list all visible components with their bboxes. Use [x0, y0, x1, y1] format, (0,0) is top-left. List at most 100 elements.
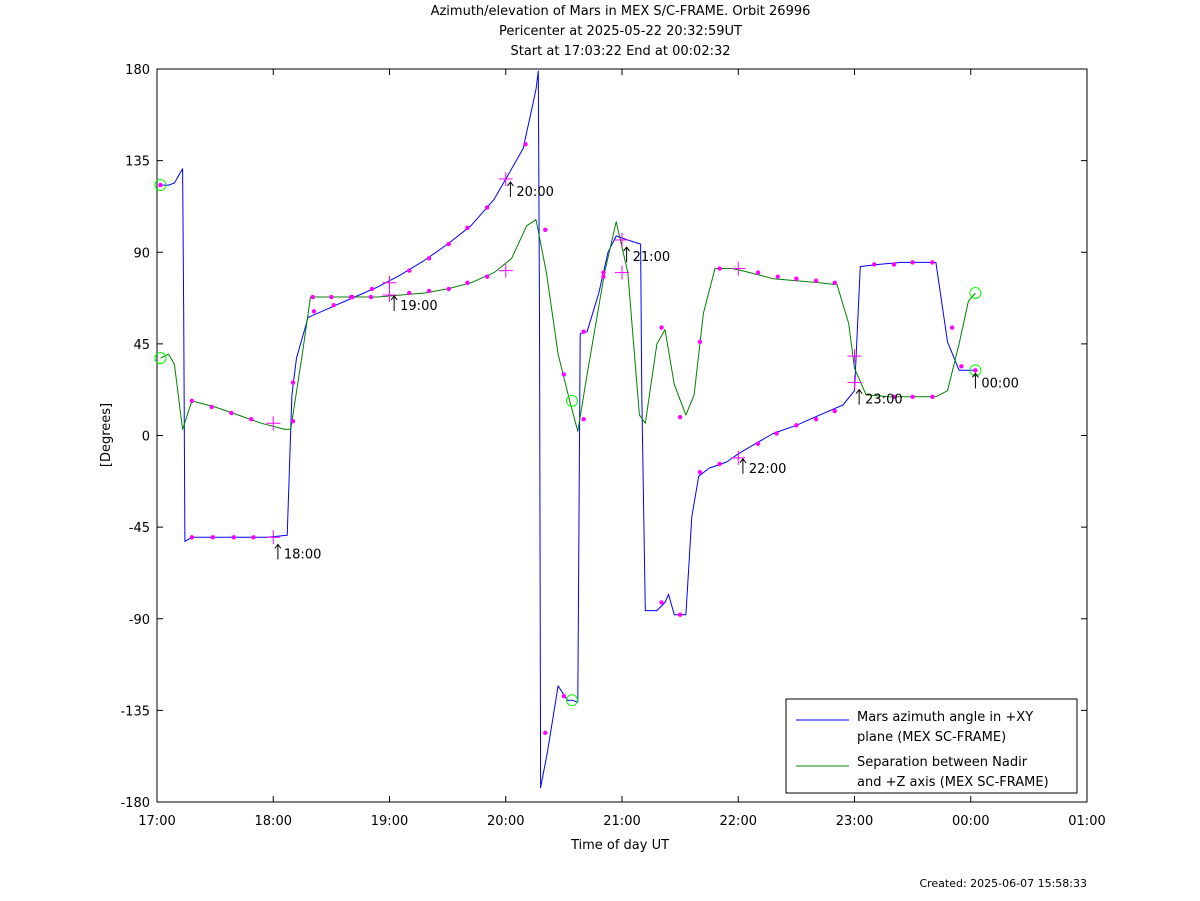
data-dot	[369, 286, 375, 292]
data-dot	[794, 423, 799, 428]
data-dot	[209, 404, 214, 410]
time-annotation-label: 23:00	[865, 393, 902, 408]
time-annotation-arrow	[623, 246, 631, 263]
data-dot	[158, 182, 163, 188]
data-dot	[484, 205, 490, 210]
data-dot	[331, 302, 336, 308]
y-tick-label: -90	[129, 613, 150, 628]
hour-cross-marker	[382, 275, 397, 290]
data-dot	[959, 364, 964, 369]
data-dot	[891, 262, 897, 267]
data-dot	[794, 276, 799, 281]
hour-cross-marker	[615, 265, 629, 280]
data-dot	[832, 280, 837, 285]
data-dot	[697, 339, 703, 345]
x-tick-label: 21:00	[603, 814, 640, 829]
time-annotation-arrow	[274, 543, 282, 560]
data-dot	[813, 278, 819, 283]
data-dot	[872, 262, 877, 267]
data-dot	[543, 730, 548, 735]
data-dot	[601, 274, 606, 279]
data-dot	[832, 408, 837, 414]
data-dot	[581, 417, 586, 422]
data-dot	[465, 280, 470, 285]
data-dot	[891, 394, 897, 400]
data-dot	[659, 325, 664, 330]
y-tick-label: -135	[120, 704, 150, 719]
y-axis-label: [Degrees]	[99, 403, 114, 467]
data-dot	[930, 260, 935, 265]
data-dot	[251, 535, 256, 540]
x-tick-label: 17:00	[138, 814, 175, 829]
data-dot	[407, 268, 412, 273]
y-tick-label: 0	[142, 430, 150, 445]
data-dot	[910, 394, 915, 400]
data-dot	[290, 380, 296, 385]
data-dot	[561, 693, 567, 699]
x-tick-label: 01:00	[1068, 814, 1105, 829]
data-dot	[189, 398, 195, 404]
data-dot	[348, 294, 354, 300]
data-dot	[813, 417, 819, 422]
data-dot	[717, 461, 722, 467]
hour-cross-marker	[731, 450, 746, 465]
x-tick-label: 20:00	[487, 814, 524, 829]
data-dot	[231, 535, 236, 540]
time-annotation-arrow	[390, 295, 398, 311]
x-tick-label: 18:00	[255, 814, 292, 829]
data-dot	[368, 294, 374, 300]
legend-label-azimuth-line-2: plane (MEX SC-FRAME)	[857, 730, 1006, 745]
hour-cross-marker	[382, 288, 397, 303]
data-dot	[910, 260, 915, 265]
chart-title-line-2: Pericenter at 2025-05-22 20:32:59UT	[498, 24, 742, 39]
data-dot	[248, 417, 254, 422]
data-dot	[311, 309, 317, 314]
data-dot	[543, 227, 548, 233]
data-dot	[755, 441, 761, 446]
endpoint-circle-marker	[154, 179, 167, 192]
data-dot	[523, 142, 528, 147]
legend: Mars azimuth angle in +XY plane (MEX SC-…	[785, 698, 1078, 794]
data-dot	[930, 394, 935, 400]
data-dot	[229, 410, 234, 416]
hour-cross-marker	[266, 530, 281, 545]
data-dot	[329, 294, 334, 300]
time-annotation-label: 18:00	[284, 547, 321, 562]
data-dot	[697, 469, 703, 475]
data-dot	[949, 325, 955, 330]
data-dot	[561, 372, 567, 377]
time-annotation-arrow	[507, 181, 514, 197]
data-dot	[775, 274, 780, 279]
data-dot	[310, 294, 315, 300]
data-dot	[426, 256, 432, 261]
data-dot	[677, 414, 683, 420]
time-annotation-arrow	[855, 388, 863, 405]
hour-cross-marker	[615, 233, 629, 248]
time-annotation-label: 22:00	[749, 462, 786, 477]
time-annotation-label: 19:00	[400, 299, 437, 314]
data-dot	[755, 270, 761, 275]
y-tick-label: -180	[120, 796, 150, 811]
x-tick-label: 19:00	[371, 814, 408, 829]
x-tick-label: 00:00	[952, 814, 989, 829]
legend-label-separation-line-1: Separation between Nadir	[857, 755, 1028, 770]
legend-label-azimuth-line-1: Mars azimuth angle in +XY	[857, 710, 1033, 725]
endpoint-circle-marker	[969, 286, 982, 299]
x-tick-label: 22:00	[720, 814, 757, 829]
series-line-separation	[160, 219, 976, 432]
hour-cross-marker	[847, 349, 862, 364]
x-tick-label: 23:00	[836, 814, 873, 829]
hour-cross-marker	[847, 375, 862, 390]
y-tick-label: 180	[125, 63, 150, 78]
data-dot	[210, 535, 215, 540]
y-tick-label: 45	[133, 338, 150, 353]
created-timestamp: Created: 2025-06-07 15:58:33	[919, 877, 1087, 890]
time-annotation-arrow	[972, 372, 979, 389]
time-annotation-label: 00:00	[981, 376, 1018, 391]
data-dot	[774, 431, 779, 436]
data-dot	[465, 225, 470, 231]
data-dot	[677, 612, 683, 617]
legend-box	[785, 698, 1078, 794]
y-tick-label: -45	[129, 521, 150, 536]
